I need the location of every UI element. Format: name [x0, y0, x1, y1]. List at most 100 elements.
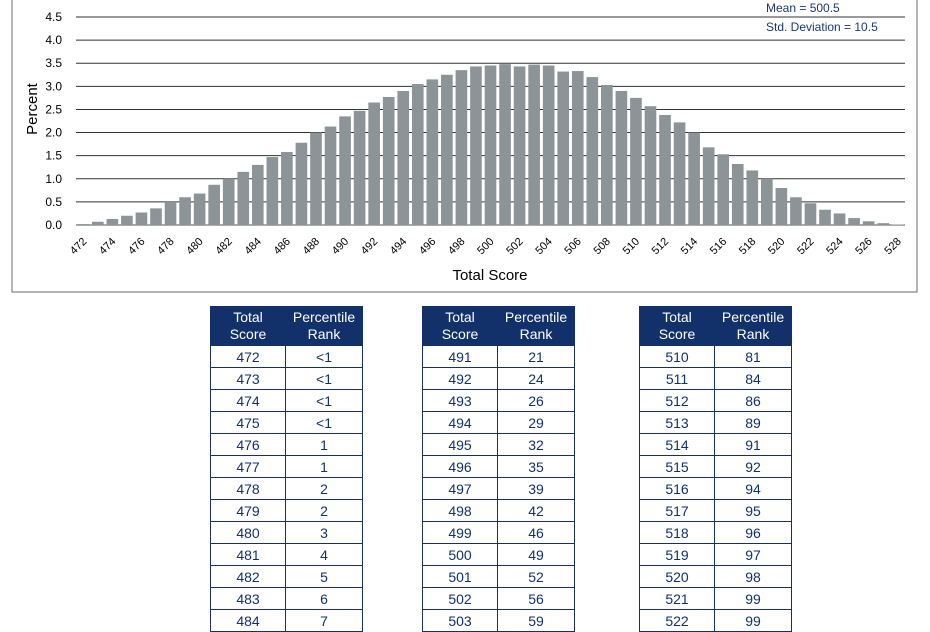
percentile-rank-cell: 56: [497, 587, 575, 610]
percentile-rank-cell: 1: [285, 455, 363, 478]
percentile-rank-cell: 99: [714, 587, 792, 610]
bar-521: [790, 197, 802, 225]
x-tick-label: 508: [592, 236, 613, 257]
bar-511: [644, 106, 657, 225]
percentile-rank-cell: 39: [497, 477, 575, 500]
table-header-row: Total Score Percentile Rank: [639, 306, 792, 346]
bar-482: [222, 178, 235, 225]
total-score-cell: 493: [422, 389, 498, 412]
total-score-cell: 515: [639, 455, 715, 478]
y-tick-label: 0.5: [45, 195, 62, 209]
bar-494: [397, 90, 410, 225]
bar-505: [557, 71, 570, 225]
bar-516: [717, 154, 730, 225]
percentile-rank-cell: <1: [285, 367, 363, 390]
percentile-rank-cell: 59: [497, 609, 575, 632]
total-score-cell: 502: [422, 587, 498, 610]
total-score-cell: 482: [210, 565, 286, 588]
bar-493: [382, 96, 395, 225]
bar-476: [135, 212, 148, 225]
total-score-cell: 473: [210, 367, 286, 390]
x-tick-label: 492: [359, 236, 380, 257]
total-score-cell: 479: [210, 499, 286, 522]
total-score-cell: 514: [639, 433, 715, 456]
bar-522: [804, 203, 817, 225]
table-row: 483 6: [210, 587, 363, 610]
x-tick-label: 524: [824, 236, 845, 257]
percentile-rank-cell: 97: [714, 543, 792, 566]
total-score-cell: 476: [210, 433, 286, 456]
percentile-rank-cell: 52: [497, 565, 575, 588]
x-tick-label: 478: [155, 236, 176, 257]
percentile-rank-cell: 49: [497, 543, 575, 566]
table-row: 479 2: [210, 499, 363, 522]
total-score-cell: 474: [210, 389, 286, 412]
table-row: 517 95: [639, 499, 792, 522]
column-header-total-score: Total Score: [210, 306, 286, 346]
table-row: 514 91: [639, 433, 792, 456]
bar-513: [673, 122, 686, 225]
table-row: 521 99: [639, 587, 792, 610]
bar-524: [833, 213, 846, 225]
total-score-cell: 480: [210, 521, 286, 544]
column-header-total-score: Total Score: [422, 306, 498, 346]
total-score-cell: 501: [422, 565, 498, 588]
table-row: 491 21: [422, 345, 575, 368]
x-tick-label: 506: [562, 236, 583, 257]
bar-484: [251, 164, 264, 225]
total-score-cell: 512: [639, 389, 715, 412]
percentile-rank-cell: 96: [714, 521, 792, 544]
table-row: 475 <1: [210, 411, 363, 434]
total-score-cell: 495: [422, 433, 498, 456]
table-row: 477 1: [210, 455, 363, 478]
percentile-rank-cell: 4: [285, 543, 363, 566]
bar-481: [208, 184, 220, 225]
percentile-rank-cell: 2: [285, 499, 363, 522]
table-row: 498 42: [422, 499, 575, 522]
bar-510: [630, 97, 642, 225]
total-score-cell: 516: [639, 477, 715, 500]
bar-486: [281, 151, 293, 225]
bar-508: [601, 84, 613, 226]
bar-488: [310, 132, 322, 225]
table-row: 476 1: [210, 433, 363, 456]
table-row: 522 99: [639, 609, 792, 632]
y-tick-label: 3.0: [45, 79, 62, 93]
bar-479: [179, 197, 191, 225]
bar-527: [877, 223, 890, 225]
total-score-cell: 477: [210, 455, 286, 478]
table-row: 492 24: [422, 367, 575, 390]
bar-496: [426, 79, 439, 226]
table-row: 511 84: [639, 367, 792, 390]
y-tick-label: 3.5: [45, 56, 62, 70]
column-header-percentile-rank: Percentile Rank: [714, 306, 792, 346]
y-tick-labels: 0.0 0.5 1.0 1.5 2.0 2.5 3.0 3.5 4.0 4.5: [45, 10, 62, 232]
x-tick-label: 494: [388, 236, 409, 257]
percentile-rank-cell: 84: [714, 367, 792, 390]
total-score-cell: 498: [422, 499, 498, 522]
table-row: 503 59: [422, 609, 575, 632]
y-tick-label: 1.0: [45, 172, 62, 186]
table-row: 496 35: [422, 455, 575, 478]
total-score-cell: 519: [639, 543, 715, 566]
percentile-rank-cell: 42: [497, 499, 575, 522]
y-tick-label: 1.5: [45, 149, 62, 163]
table-row: 497 39: [422, 477, 575, 500]
total-score-cell: 491: [422, 345, 498, 368]
percentile-rank-cell: 95: [714, 499, 792, 522]
percentile-rank-cell: 86: [714, 389, 792, 412]
bar-478: [164, 201, 177, 225]
percentile-rank-cell: 5: [285, 565, 363, 588]
x-tick-label: 472: [68, 236, 89, 257]
bar-474: [106, 218, 119, 225]
percentile-rank-cell: 32: [497, 433, 575, 456]
percentile-rank-cell: 7: [285, 609, 363, 632]
table-row: 478 2: [210, 477, 363, 500]
bar-489: [324, 126, 337, 225]
percentile-rank-cell: 6: [285, 587, 363, 610]
x-tick-label: 514: [679, 236, 700, 257]
bar-472: [77, 224, 90, 225]
percentile-rank-cell: <1: [285, 345, 363, 368]
bar-497: [441, 74, 453, 226]
x-tick-label: 496: [417, 236, 438, 257]
